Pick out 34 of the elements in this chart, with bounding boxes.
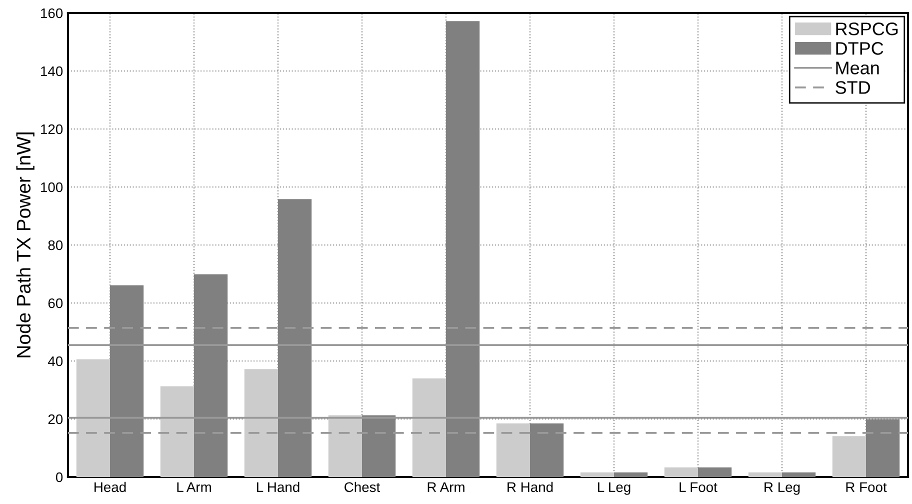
bar [244,369,278,477]
y-axis-title: Node Path TX Power [nW] [16,132,34,358]
x-tick-label: L Leg [598,482,630,495]
y-tick-label: 80 [48,240,63,250]
bar [580,472,614,477]
x-tick-label: Head [94,482,126,492]
y-tick-label: 60 [48,298,63,308]
bar [832,436,866,477]
y-tick-label: 120 [41,124,63,134]
legend-label: Mean [836,62,879,74]
x-tick-label: L Foot [680,482,718,492]
x-tick-label: L Arm [177,482,211,492]
bar [160,386,194,477]
bar [412,378,446,477]
bar [76,359,110,477]
x-tick-label: R Hand [508,482,553,492]
x-tick-label: R Arm [428,482,464,492]
y-tick-label: 20 [48,414,63,424]
bar [664,467,698,477]
y-tick-label: 140 [41,66,63,76]
y-tick-label: 100 [41,182,63,192]
y-tick-label: 0 [56,472,63,482]
y-tick-label: 160 [41,8,63,18]
legend-label: RSPCG [836,22,898,36]
x-tick-label: L Hand [257,482,300,492]
bar [328,415,362,477]
bar [748,472,782,477]
legend-label: STD [836,81,870,94]
y-tick-label: 40 [48,356,63,366]
x-tick-label: R Foot [846,482,887,492]
x-tick-label: Chest [344,482,380,492]
legend-label: DTPC [836,42,884,55]
bar [496,423,530,477]
x-tick-label: R Leg [764,482,800,495]
